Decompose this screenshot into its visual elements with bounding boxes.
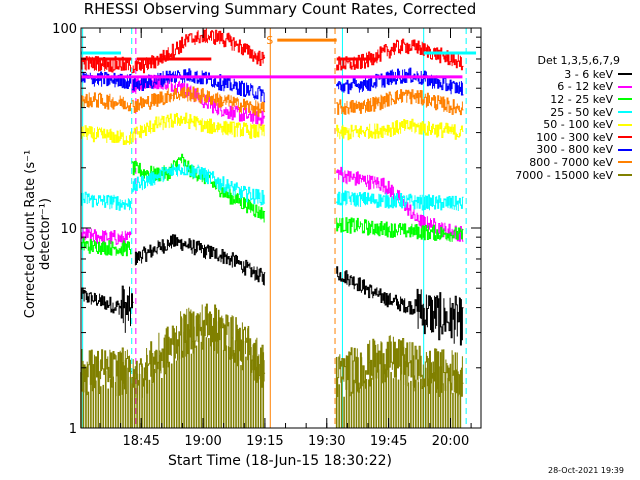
chart-title: RHESSI Observing Summary Count Rates, Co…	[83, 0, 477, 18]
x-axis-label: Start Time (18-Jun-15 18:30:22)	[168, 453, 392, 469]
series-2-segment-0	[80, 238, 132, 257]
legend-swatch	[618, 148, 632, 151]
series-4	[80, 112, 464, 145]
series-7	[80, 86, 464, 117]
y-tick-label-2: 100	[52, 22, 77, 37]
series-5-segment-1	[131, 28, 266, 74]
legend-label: 12 - 25 keV	[550, 92, 613, 106]
x-tick-label-0: 18:45	[122, 434, 159, 449]
legend-label: 100 - 300 keV	[536, 130, 613, 144]
legend-entry-4: 50 - 100 keV	[482, 118, 632, 131]
series-6-segment-2	[336, 67, 464, 96]
x-tick-label-3: 19:30	[308, 434, 345, 449]
series-4-segment-0	[80, 125, 132, 145]
legend-label: 25 - 50 keV	[550, 105, 613, 119]
legend-label: 3 - 6 keV	[564, 67, 613, 81]
flag-bars: S	[81, 34, 477, 79]
series-8-segment-2	[336, 335, 464, 397]
series-2-segment-2	[336, 217, 464, 242]
series-3-segment-0	[80, 191, 132, 211]
series-7-segment-2	[336, 89, 464, 116]
legend-label: 300 - 800 keV	[536, 143, 613, 157]
series-layer	[80, 28, 464, 428]
series-7-segment-0	[80, 92, 132, 112]
legend-label: 7000 - 15000 keV	[515, 168, 613, 182]
legend-entry-1: 6 - 12 keV	[482, 80, 632, 94]
legend-entry-8: 7000 - 15000 keV	[482, 169, 632, 182]
timestamp: 28-Oct-2021 19:39	[548, 466, 624, 475]
y-tick-label-1: 10	[60, 222, 77, 237]
legend-swatch	[618, 111, 632, 114]
attenuator-label: S	[266, 34, 273, 47]
legend-entry-7: 800 - 7000 keV	[482, 156, 632, 169]
series-8-segment-0	[80, 347, 132, 397]
legend-entries: 3 - 6 keV 6 - 12 keV 12 - 25 keV 25 - 50 ke…	[482, 68, 632, 182]
legend-label: 800 - 7000 keV	[529, 155, 613, 169]
legend-swatch	[618, 98, 632, 101]
series-0	[80, 234, 464, 346]
legend-label: 50 - 100 keV	[543, 118, 613, 132]
legend-entry-0: 3 - 6 keV	[482, 68, 632, 81]
legend-entry-5: 100 - 300 keV	[482, 131, 632, 144]
series-0-segment-1	[134, 234, 266, 286]
legend-header: Det 1,3,5,6,7,9	[537, 54, 620, 67]
legend-entry-2: 12 - 25 keV	[482, 93, 632, 106]
series-8-segment-1	[131, 303, 266, 402]
legend-swatch	[618, 123, 632, 126]
series-3	[80, 162, 464, 211]
series-4-segment-2	[336, 118, 464, 141]
series-0-segment-0	[80, 285, 134, 333]
legend-swatch	[618, 73, 632, 76]
series-3-segment-2	[336, 190, 464, 211]
legend-label: 6 - 12 keV	[557, 80, 613, 94]
legend-swatch	[618, 136, 632, 139]
legend-swatch	[618, 161, 632, 164]
x-tick-label-5: 20:00	[432, 434, 469, 449]
legend-swatch	[618, 85, 632, 88]
series-4-segment-1	[131, 112, 266, 143]
series-8	[80, 303, 464, 428]
y-tick-label-0: 1	[69, 422, 77, 437]
legend-swatch	[618, 174, 632, 177]
x-tick-label-2: 19:15	[246, 434, 283, 449]
y-axis-label: Corrected Count Rate (s⁻¹ detector⁻¹)	[23, 149, 53, 319]
series-0-segment-2	[336, 266, 464, 346]
x-tick-label-4: 19:45	[370, 434, 407, 449]
series-3-segment-1	[131, 162, 266, 206]
x-tick-label-1: 19:00	[184, 434, 221, 449]
axes: 1 10 100 18:45 19:00 19:15 19:30 19:45 20:00	[52, 22, 482, 449]
series-1-segment-2	[336, 166, 464, 242]
legend-entry-6: 300 - 800 keV	[482, 143, 632, 157]
series-7-segment-1	[131, 86, 266, 117]
series-6-segment-1	[131, 68, 266, 103]
legend: Det 1,3,5,6,7,9 3 - 6 keV 6 - 12 keV 12 - …	[482, 54, 632, 182]
legend-entry-3: 25 - 50 keV	[482, 106, 632, 119]
